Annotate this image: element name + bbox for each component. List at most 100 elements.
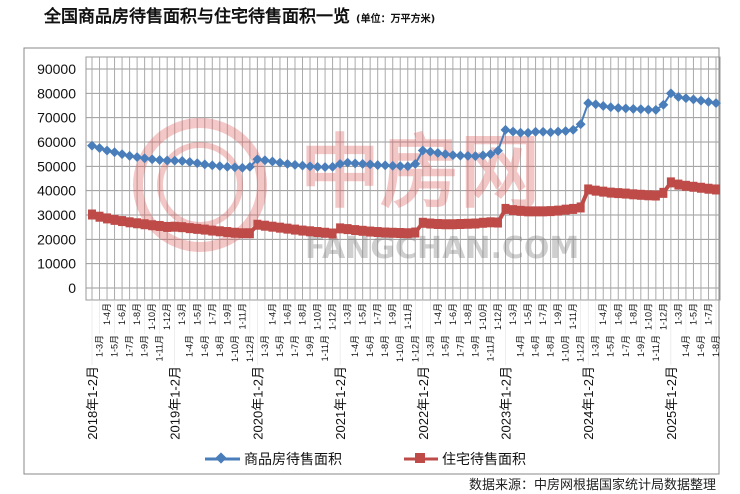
- data-point: [554, 205, 563, 216]
- data-point: [267, 156, 278, 167]
- data-point: [426, 218, 435, 229]
- watermark-logo: 中房网 FANGCHAN.COM: [133, 118, 579, 266]
- data-point: [230, 227, 239, 238]
- data-point: [132, 152, 143, 163]
- x-tick-label: 1-12月: [410, 335, 420, 362]
- data-point: [470, 151, 481, 162]
- data-point: [493, 217, 502, 228]
- data-point: [440, 149, 451, 160]
- x-tick-label: 1-6月: [117, 303, 127, 325]
- x-tick-label: 1-3月: [591, 335, 601, 357]
- data-point: [298, 225, 307, 236]
- data-point: [666, 177, 675, 188]
- legend-label: 商品房待售面积: [244, 452, 342, 468]
- x-tick-label: 2025年1-2月: [664, 366, 679, 440]
- data-point: [704, 183, 713, 194]
- data-point: [268, 221, 277, 232]
- data-point: [395, 161, 406, 172]
- data-point: [342, 157, 353, 168]
- data-point: [516, 205, 525, 216]
- data-point: [448, 219, 457, 230]
- x-tick-label: 1-5月: [275, 335, 285, 357]
- data-point: [530, 126, 541, 137]
- x-tick-label: 1-11月: [320, 335, 330, 361]
- x-tick-label: 1-11月: [485, 335, 495, 361]
- x-tick-label: 1-10月: [643, 303, 653, 330]
- data-point: [306, 226, 315, 237]
- data-point: [388, 227, 397, 238]
- data-point: [417, 145, 428, 156]
- data-point: [644, 190, 653, 201]
- data-point: [635, 104, 646, 115]
- x-tick-label: 1-7月: [621, 335, 631, 357]
- data-point: [88, 209, 96, 220]
- data-point: [493, 145, 503, 156]
- data-point: [238, 228, 247, 239]
- x-tick-label: 1-9月: [470, 335, 480, 357]
- x-axis: 2018年1-2月 1-3月 1-4月 1-5月 1-6月 1-7月 1-8月 1-9月 1-1…: [85, 300, 721, 440]
- data-point: [696, 95, 706, 106]
- data-point: [584, 184, 593, 195]
- data-point: [95, 211, 104, 222]
- data-point: [290, 159, 300, 170]
- data-point: [290, 224, 299, 235]
- x-tick-label: 1-8月: [628, 303, 638, 325]
- data-point: [275, 157, 285, 168]
- x-tick-label: 1-7月: [703, 303, 713, 325]
- x-tick-label: 1-4月: [102, 303, 112, 325]
- x-tick-label: 1-11月: [237, 303, 247, 329]
- series-layer: [87, 88, 721, 239]
- x-tick-label: 1-4月: [681, 335, 691, 357]
- svg-text:FANGCHAN.COM: FANGCHAN.COM: [305, 231, 579, 266]
- data-point: [170, 221, 179, 232]
- data-point: [688, 94, 699, 105]
- data-point: [425, 146, 436, 157]
- data-point: [162, 155, 173, 166]
- data-point: [259, 155, 270, 166]
- data-point: [599, 186, 608, 197]
- y-tick-label: 30000: [37, 207, 76, 223]
- data-point: [711, 98, 721, 109]
- data-point: [410, 158, 421, 169]
- data-point: [366, 226, 375, 237]
- x-tick-label: 1-3月: [673, 303, 683, 325]
- data-point: [673, 92, 684, 102]
- data-point: [283, 223, 292, 234]
- data-point: [139, 153, 150, 164]
- source-note: 数据来源：中房网根据国家统计局数据整理: [469, 477, 716, 493]
- x-tick-label: 1-9月: [140, 335, 150, 357]
- data-point: [545, 127, 556, 138]
- x-tick-label: 1-10月: [478, 303, 488, 330]
- x-tick-label: 2019年1-2月: [168, 366, 183, 440]
- data-point: [432, 148, 443, 158]
- x-tick-label: 1-8月: [546, 335, 556, 357]
- chart-subtitle: (单位：万平方米): [356, 12, 435, 25]
- legend-item-residential: 住宅待售面积: [404, 452, 526, 468]
- data-point: [275, 222, 284, 233]
- data-point: [305, 161, 315, 172]
- data-point: [118, 216, 127, 227]
- x-tick-label: 1-4月: [185, 335, 195, 357]
- x-tick-label: 1-9月: [222, 303, 232, 325]
- data-point: [163, 221, 172, 232]
- x-tick-label: 1-12月: [328, 303, 338, 330]
- data-point: [140, 219, 149, 230]
- data-point: [569, 203, 578, 214]
- data-point: [486, 217, 495, 228]
- data-point: [546, 206, 555, 217]
- data-point: [471, 218, 480, 229]
- x-tick-label: 1-8月: [132, 303, 142, 325]
- x-tick-label: 1-12月: [658, 303, 668, 330]
- x-tick-label: 1-8月: [215, 335, 225, 357]
- data-point: [313, 227, 322, 238]
- x-tick-label: 1-10月: [147, 303, 157, 330]
- data-point: [591, 185, 600, 196]
- data-point: [509, 205, 518, 216]
- y-tick-label: 90000: [37, 61, 76, 77]
- x-tick-label: 2023年1-2月: [498, 366, 513, 440]
- x-tick-label: 1-6月: [696, 335, 706, 357]
- data-point: [178, 222, 187, 233]
- data-point: [396, 228, 405, 239]
- data-point: [110, 214, 119, 225]
